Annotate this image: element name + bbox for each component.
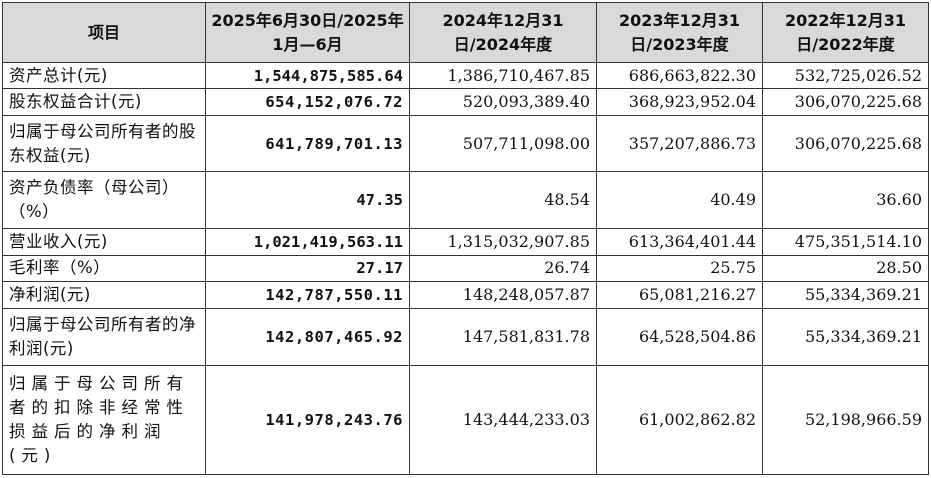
- cell-2024: 147,581,831.78: [409, 308, 597, 366]
- cell-2023: 613,364,401.44: [596, 227, 763, 256]
- cell-2023: 357,207,886.73: [596, 115, 763, 172]
- header-item: 项目: [2, 2, 206, 63]
- cell-2025-h1: 27.17: [205, 254, 410, 283]
- header-2025-h1: 2025年6月30日/2025年1月—6月: [205, 2, 410, 63]
- cell-2024: 26.74: [409, 254, 597, 283]
- cell-2023: 368,923,952.04: [596, 88, 763, 117]
- cell-2022: 475,351,514.10: [762, 227, 929, 256]
- row-label: 归属于母公司所有者的股东权益(元): [2, 115, 206, 172]
- cell-2022: 36.60: [762, 171, 929, 229]
- cell-2022: 306,070,225.68: [762, 115, 929, 172]
- row-label: 归属于母公司所有者的净利润(元): [2, 308, 206, 366]
- table-row: 净利润(元) 142,787,550.11 148,248,057.87 65,…: [2, 281, 929, 310]
- cell-2025-h1: 142,787,550.11: [205, 281, 410, 310]
- row-label: 资产总计(元): [2, 61, 206, 90]
- cell-2023: 65,081,216.27: [596, 281, 763, 310]
- cell-2023: 25.75: [596, 254, 763, 283]
- cell-2024: 1,315,032,907.85: [409, 227, 597, 256]
- cell-2022: 52,198,966.59: [762, 364, 929, 476]
- table-row: 归属于母公司所有者的股东权益(元) 641,789,701.13 507,711…: [2, 115, 929, 172]
- row-label: 归属于母公司所有者的扣除非经常性损益后的净利润(元): [2, 364, 206, 476]
- header-row: 项目 2025年6月30日/2025年1月—6月 2024年12月31日/202…: [2, 2, 929, 63]
- table-row: 归属于母公司所有者的净利润(元) 142,807,465.92 147,581,…: [2, 308, 929, 366]
- table-row: 股东权益合计(元) 654,152,076.72 520,093,389.40 …: [2, 88, 929, 117]
- cell-2022: 55,334,369.21: [762, 308, 929, 366]
- row-label: 净利润(元): [2, 281, 206, 310]
- row-label: 股东权益合计(元): [2, 88, 206, 117]
- cell-2023: 64,528,504.86: [596, 308, 763, 366]
- cell-2024: 520,093,389.40: [409, 88, 597, 117]
- row-label: 资产负债率（母公司）（%）: [2, 171, 206, 229]
- cell-2025-h1: 142,807,465.92: [205, 308, 410, 366]
- row-label: 营业收入(元): [2, 227, 206, 256]
- cell-2022: 532,725,026.52: [762, 61, 929, 90]
- header-2022: 2022年12月31日/2022年度: [762, 2, 929, 63]
- cell-2025-h1: 641,789,701.13: [205, 115, 410, 172]
- cell-2025-h1: 141,978,243.76: [205, 364, 410, 476]
- cell-2022: 306,070,225.68: [762, 88, 929, 117]
- cell-2024: 48.54: [409, 171, 597, 229]
- table-row: 资产总计(元) 1,544,875,585.64 1,386,710,467.8…: [2, 61, 929, 90]
- cell-2022: 55,334,369.21: [762, 281, 929, 310]
- cell-2025-h1: 1,544,875,585.64: [205, 61, 410, 90]
- cell-2024: 143,444,233.03: [409, 364, 597, 476]
- cell-2025-h1: 47.35: [205, 171, 410, 229]
- header-2023: 2023年12月31日/2023年度: [596, 2, 763, 63]
- cell-2022: 28.50: [762, 254, 929, 283]
- table-row: 资产负债率（母公司）（%） 47.35 48.54 40.49 36.60: [2, 171, 929, 229]
- cell-2024: 148,248,057.87: [409, 281, 597, 310]
- cell-2023: 686,663,822.30: [596, 61, 763, 90]
- cell-2024: 1,386,710,467.85: [409, 61, 597, 90]
- cell-2025-h1: 1,021,419,563.11: [205, 227, 410, 256]
- cell-2023: 40.49: [596, 171, 763, 229]
- table-row: 营业收入(元) 1,021,419,563.11 1,315,032,907.8…: [2, 227, 929, 256]
- cell-2023: 61,002,862.82: [596, 364, 763, 476]
- cell-2025-h1: 654,152,076.72: [205, 88, 410, 117]
- table-row: 毛利率（%） 27.17 26.74 25.75 28.50: [2, 254, 929, 283]
- header-2024: 2024年12月31日/2024年度: [409, 2, 597, 63]
- cell-2024: 507,711,098.00: [409, 115, 597, 172]
- table-row: 归属于母公司所有者的扣除非经常性损益后的净利润(元) 141,978,243.7…: [2, 364, 929, 476]
- row-label: 毛利率（%）: [2, 254, 206, 283]
